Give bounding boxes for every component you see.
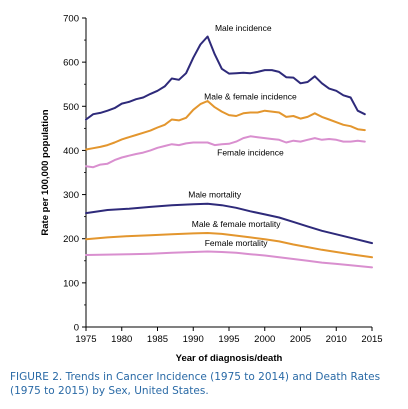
y-tick-label: 600: [63, 58, 79, 69]
figure-caption: FIGURE 2. Trends in Cancer Incidence (19…: [10, 370, 402, 398]
figure-number: FIGURE 2.: [10, 371, 63, 383]
series-line-male-mortality: [85, 202, 373, 245]
line-chart: 0 100 200 300 400 500 600 700 1975 1980 1985 1990 19…: [40, 14, 383, 365]
y-tick-label: 0: [74, 323, 79, 334]
figure-caption-text: Trends in Cancer Incidence (1975 to 2014…: [10, 371, 381, 397]
series-line-male-incidence: [85, 35, 366, 121]
series-line-male-female-incidence: [85, 100, 366, 151]
series-line-male-female-mortality: [85, 232, 373, 259]
series-annotation: Female mortality: [205, 238, 269, 248]
y-tick-label: 400: [63, 146, 79, 157]
y-tick-label: 100: [63, 278, 79, 289]
x-tick-label: 2010: [326, 334, 347, 345]
chart-labels: Male incidence Male & female incidence Fem…: [188, 23, 297, 248]
series-line-female-mortality: [85, 250, 373, 269]
x-tick-label: 1990: [183, 334, 204, 345]
x-tick-label: 1980: [111, 334, 132, 345]
x-tick-label: 2005: [290, 334, 311, 345]
x-axis-title: Year of diagnosis/death: [176, 353, 283, 364]
series-annotation: Male & female mortality: [192, 219, 282, 229]
series-annotation: Male & female incidence: [204, 92, 297, 102]
x-tick-label: 1995: [218, 334, 239, 345]
series-annotation: Male incidence: [215, 23, 272, 33]
series-annotation: Female incidence: [217, 148, 284, 158]
chart-series: [85, 35, 373, 269]
y-tick-label: 700: [63, 14, 79, 25]
chart-axes: 0 100 200 300 400 500 600 700 1975 1980 1985 1990 19…: [40, 14, 383, 365]
x-tick-label: 2000: [254, 334, 275, 345]
x-tick-label: 1975: [75, 334, 96, 345]
y-axis-title: Rate per 100,000 population: [40, 109, 51, 235]
y-tick-label: 200: [63, 234, 79, 245]
y-tick-label: 300: [63, 190, 79, 201]
x-tick-label: 2015: [361, 334, 382, 345]
y-tick-label: 500: [63, 102, 79, 113]
series-line-female-incidence: [85, 135, 366, 169]
series-annotation: Male mortality: [188, 190, 242, 200]
x-tick-label: 1985: [147, 334, 168, 345]
